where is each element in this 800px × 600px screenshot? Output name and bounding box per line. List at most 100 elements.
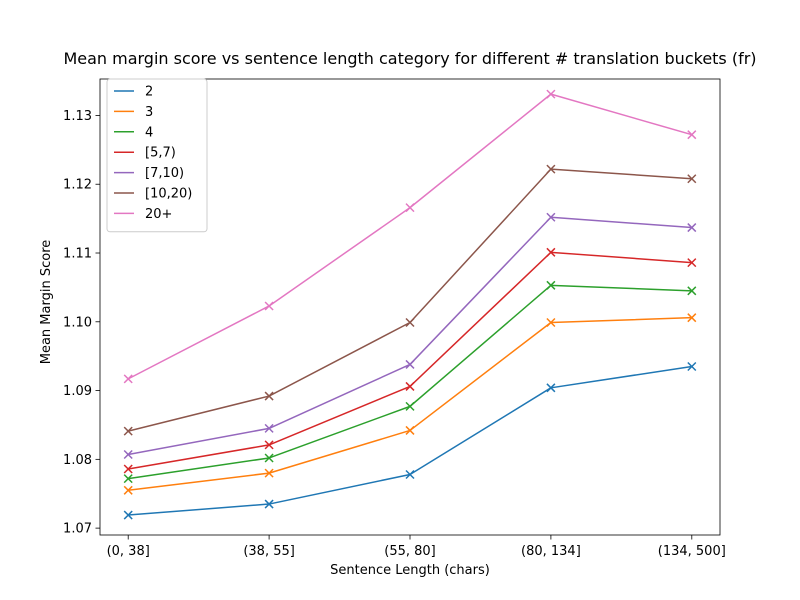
marker-stroke — [687, 258, 697, 268]
data-point — [123, 464, 133, 474]
marker-stroke — [405, 203, 415, 213]
data-point — [264, 301, 274, 311]
data-point — [687, 223, 697, 233]
marker-stroke — [546, 383, 556, 393]
marker-stroke — [264, 453, 274, 463]
legend-entry: [5,7) — [145, 146, 176, 161]
data-point — [405, 469, 415, 480]
marker-stroke — [264, 301, 274, 311]
marker-stroke — [405, 425, 415, 435]
marker-stroke — [405, 381, 415, 391]
legend-entry: 20+ — [145, 207, 172, 222]
series-line — [127, 93, 693, 380]
data-point — [687, 313, 697, 323]
legend: 2 3 4 [5,7) [7,10) [10,20) 20+ — [106, 78, 208, 233]
x-tick-label: (80, 134] — [521, 544, 581, 559]
data-point — [687, 258, 697, 268]
data-point — [687, 130, 697, 140]
marker-stroke — [405, 469, 415, 480]
series-line — [128, 284, 692, 480]
marker-stroke — [546, 280, 556, 290]
legend-entry: 2 — [145, 85, 153, 100]
data-point — [546, 212, 556, 222]
data-point — [687, 361, 697, 372]
x-tick-label: (0, 38] — [107, 544, 150, 559]
y-tick-label: 1.07 — [63, 522, 92, 537]
y-tick-label: 1.09 — [63, 384, 92, 399]
marker-stroke — [264, 440, 274, 450]
marker-stroke — [264, 423, 274, 433]
legend-entry: 4 — [145, 125, 153, 140]
legend-entry: [7,10) — [145, 166, 184, 181]
y-tick-label: 1.12 — [63, 178, 92, 193]
chart-title: Mean margin score vs sentence length cat… — [63, 49, 756, 68]
data-point — [264, 423, 274, 433]
marker-stroke — [687, 361, 697, 372]
marker-stroke — [546, 164, 556, 174]
marker-stroke — [405, 317, 415, 328]
data-point — [546, 164, 556, 174]
legend-entry: 3 — [145, 105, 153, 120]
marker-stroke — [123, 510, 133, 520]
marker-stroke — [546, 212, 556, 222]
data-point — [123, 374, 133, 384]
data-point — [405, 381, 415, 391]
marker-stroke — [264, 468, 274, 478]
data-point — [123, 449, 133, 460]
data-point — [687, 286, 697, 296]
y-tick-label: 1.08 — [63, 453, 92, 468]
y-axis-label: Mean Margin Score — [39, 240, 54, 365]
y-tick-label: 1.13 — [63, 109, 92, 124]
marker-stroke — [123, 464, 133, 474]
data-point — [405, 203, 415, 213]
data-point — [264, 391, 274, 401]
marker-stroke — [123, 485, 133, 495]
marker-stroke — [546, 89, 556, 99]
data-point — [546, 280, 556, 290]
marker-stroke — [123, 374, 133, 384]
marker-stroke — [546, 247, 556, 257]
data-point — [264, 453, 274, 463]
marker-stroke — [405, 401, 415, 411]
legend-entry: [10,20) — [145, 187, 192, 202]
marker-stroke — [687, 130, 697, 140]
marker-stroke — [123, 474, 133, 484]
data-point — [405, 359, 415, 369]
data-point — [546, 247, 556, 257]
x-axis-label: Sentence Length (chars) — [330, 563, 490, 578]
marker-stroke — [405, 359, 415, 369]
data-point — [405, 401, 415, 411]
marker-stroke — [687, 286, 697, 296]
series-line — [128, 365, 692, 516]
marker-stroke — [687, 223, 697, 233]
marker-stroke — [546, 317, 556, 328]
x-tick-label: (55, 80] — [384, 544, 436, 559]
marker-stroke — [687, 313, 697, 323]
x-tick-label: (38, 55] — [243, 544, 295, 559]
marker-stroke — [123, 449, 133, 460]
data-point — [264, 440, 274, 450]
marker-stroke — [264, 499, 274, 509]
data-point — [546, 317, 556, 328]
y-tick-label: 1.10 — [63, 315, 92, 330]
marker-stroke — [687, 174, 697, 184]
plot-area: (0, 38] (38, 55] (55, 80] (80, 134] (134, 50… — [63, 78, 726, 559]
data-point — [405, 425, 415, 435]
series-line — [128, 316, 692, 492]
data-point — [264, 499, 274, 509]
marker-stroke — [264, 391, 274, 401]
data-point — [123, 474, 133, 484]
series-line — [128, 251, 692, 470]
data-point — [123, 485, 133, 495]
data-point — [687, 174, 697, 184]
data-point — [546, 89, 556, 99]
marker-stroke — [123, 426, 133, 436]
data-point — [546, 383, 556, 393]
x-tick-label: (134, 500] — [658, 544, 726, 559]
data-point — [264, 468, 274, 478]
data-point — [123, 510, 133, 520]
y-tick-label: 1.11 — [63, 247, 92, 262]
data-point — [123, 426, 133, 436]
data-point — [405, 317, 415, 328]
